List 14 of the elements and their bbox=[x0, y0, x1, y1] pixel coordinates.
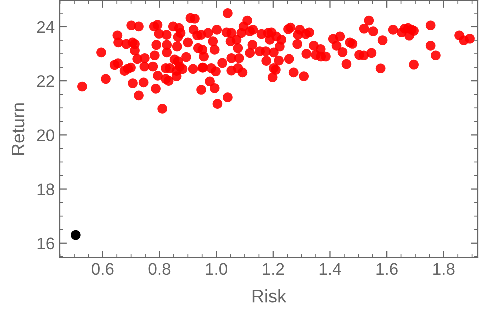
x-axis-title: Risk bbox=[252, 290, 287, 303]
x-tick-label: 1.2 bbox=[263, 263, 284, 275]
y-tick-label: 18 bbox=[38, 184, 54, 196]
x-tick-label: 1.8 bbox=[434, 263, 455, 276]
y-axis-title: Return bbox=[12, 104, 25, 156]
y-tick-label: 16 bbox=[38, 238, 54, 250]
x-tick-label: 1.4 bbox=[320, 263, 342, 275]
y-tick-label: 20 bbox=[37, 130, 54, 142]
x-tick-label: 0.8 bbox=[148, 263, 171, 276]
x-tick-label: 1.0 bbox=[206, 263, 228, 276]
x-tick-label: 1.6 bbox=[376, 263, 398, 276]
y-tick-label: 24 bbox=[37, 21, 55, 34]
y-tick-label: 22 bbox=[37, 75, 54, 88]
x-tick-label: 0.6 bbox=[92, 263, 114, 276]
